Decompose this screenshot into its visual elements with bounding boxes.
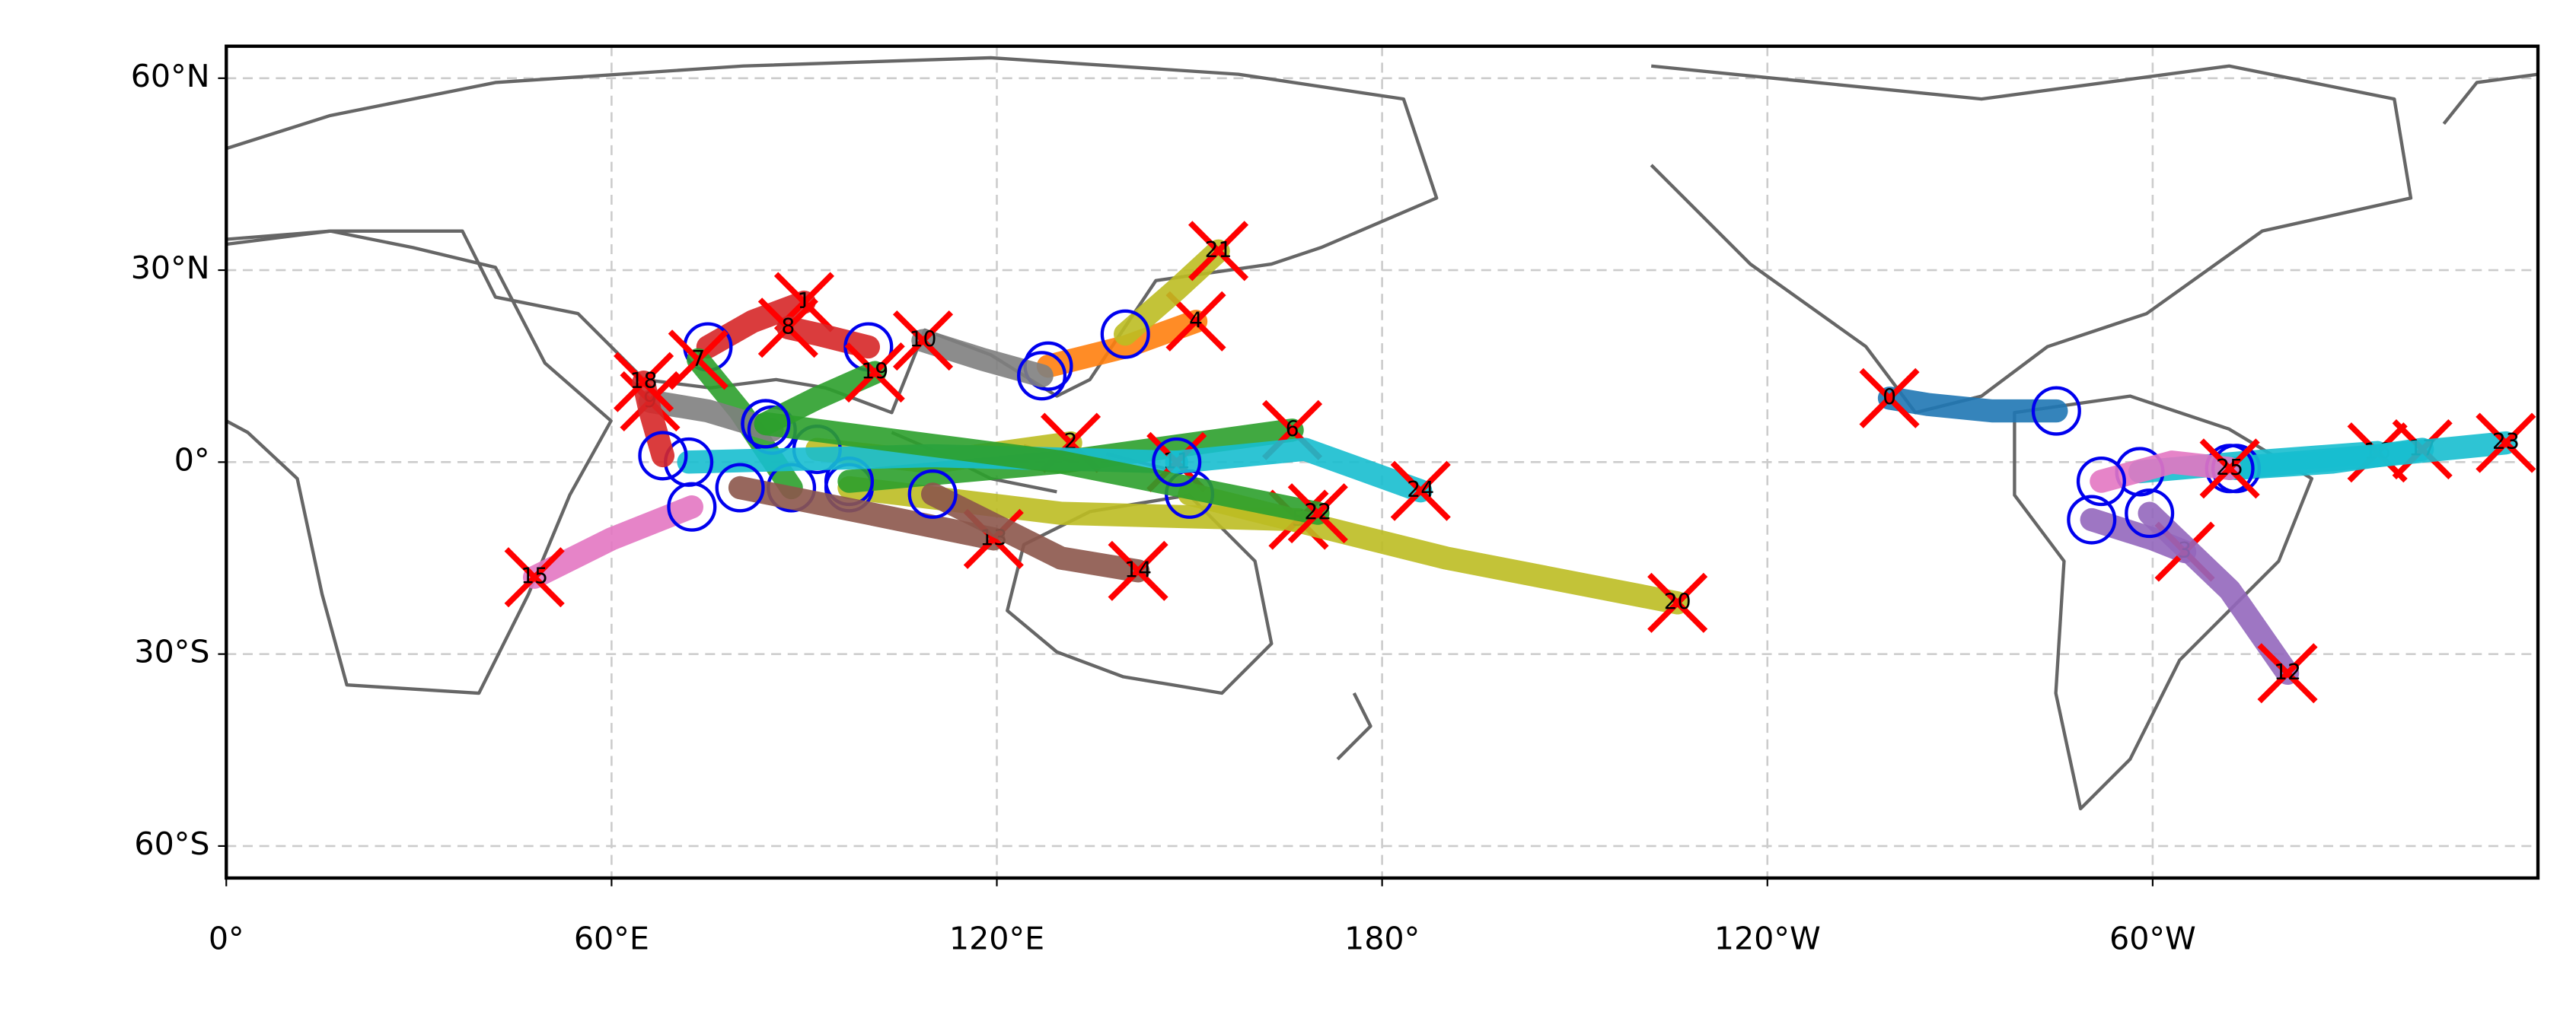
track: [2217, 431, 2518, 480]
track: [1877, 387, 2068, 423]
end-marker: [757, 298, 818, 358]
start-marker: [741, 399, 791, 449]
track-label: 15: [521, 564, 548, 589]
track-label: 7: [691, 346, 705, 371]
track: [911, 329, 1054, 388]
ticks: 0° 60°E 120°E 180° 120°W 60°W60°N30°N0°30°S60…: [131, 58, 2196, 957]
y-tick-label: 60°N: [131, 58, 210, 94]
start-marker: [2067, 495, 2117, 545]
north-america: [1650, 64, 2413, 415]
end-marker: [2257, 643, 2318, 704]
track: [1165, 438, 1433, 503]
track: [1036, 310, 1208, 378]
track-label: 24: [1407, 477, 1434, 502]
track-label: 14: [1124, 557, 1152, 582]
start-marker: [1152, 437, 1202, 487]
x-tick-label: 0°: [209, 920, 244, 956]
start-marker: [2031, 386, 2081, 436]
end-marker: [614, 352, 674, 412]
track-label: 4: [1189, 307, 1203, 332]
end-marker: [1188, 221, 1249, 282]
track-label: 8: [781, 314, 795, 339]
end-marker: [892, 310, 954, 371]
track: [728, 476, 1006, 551]
x-tick-label: 120°E: [949, 920, 1044, 956]
start-marker: [2125, 488, 2175, 539]
end-marker: [2476, 412, 2536, 473]
end-marker: [2199, 438, 2260, 499]
y-tick-label: 0°: [174, 441, 210, 478]
south-america: [2013, 394, 2314, 811]
end-marker: [1859, 368, 1920, 428]
end-marker: [504, 547, 565, 608]
start-marker: [638, 431, 688, 481]
track-label: 18: [630, 368, 658, 393]
start-marker: [1100, 309, 1150, 359]
track-label: 25: [2216, 455, 2243, 480]
x-tick-label: 60°W: [2109, 920, 2196, 956]
end-marker: [1108, 540, 1168, 601]
track: [920, 482, 1150, 583]
x-tick-label: 60°E: [574, 920, 649, 956]
track: [522, 495, 704, 589]
track: [632, 371, 675, 468]
track-label: 21: [1205, 237, 1232, 262]
y-tick-label: 30°N: [131, 250, 210, 286]
x-tick-label: 120°W: [1714, 920, 1821, 956]
end-marker: [844, 342, 905, 403]
x-tick-label: 180°: [1344, 920, 1420, 956]
track-label: 22: [1304, 500, 1331, 525]
track: [776, 316, 880, 359]
track: [837, 476, 1311, 532]
track-label: 23: [2492, 429, 2520, 454]
track-label: 0: [1883, 384, 1896, 409]
track-label: 6: [1286, 416, 1299, 441]
australia: [1006, 493, 1274, 695]
y-tick-label: 30°S: [134, 634, 209, 670]
track-label: 20: [1664, 589, 1691, 614]
start-marker: [667, 482, 717, 532]
track-label: 10: [910, 327, 937, 352]
start-marker: [2076, 457, 2126, 507]
new-zealand: [1336, 692, 1372, 761]
track: [2138, 501, 2300, 686]
greenland: [2442, 72, 2539, 126]
end-marker: [1647, 572, 1708, 633]
eurasia: [226, 56, 1439, 415]
africa: [226, 229, 613, 695]
start-marker: [715, 463, 765, 513]
track-label: 12: [2274, 660, 2301, 685]
track: [754, 412, 1330, 525]
end-marker: [1390, 460, 1451, 521]
end-marker: [1287, 483, 1348, 544]
end-marker: [668, 329, 728, 390]
start-marker: [1017, 351, 1067, 401]
start-marker: [907, 469, 958, 519]
y-tick-label: 60°S: [134, 826, 209, 862]
track-label: 19: [861, 359, 888, 384]
